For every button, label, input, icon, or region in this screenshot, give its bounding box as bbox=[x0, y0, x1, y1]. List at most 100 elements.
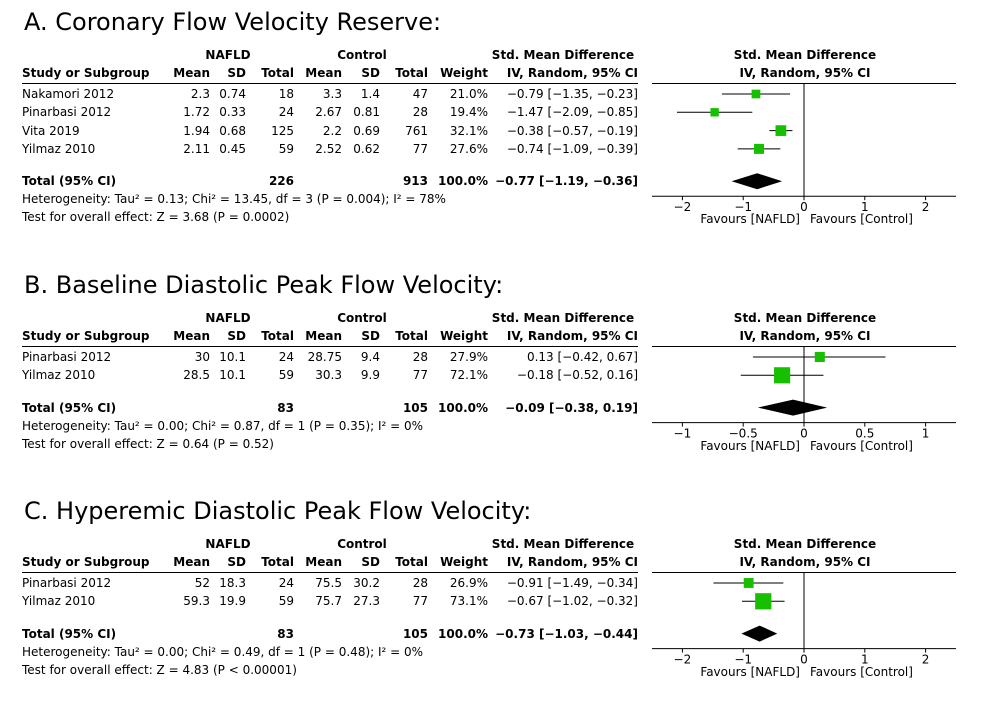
study-ci: −0.38 [−0.57, −0.19] bbox=[506, 123, 638, 138]
total-nafld: 226 bbox=[268, 174, 294, 189]
nafld-mean: 1.94 bbox=[183, 123, 210, 138]
col-ci: IV, Random, 95% CI bbox=[506, 329, 638, 343]
col-weight: Weight bbox=[440, 555, 488, 569]
study-name: Yilmaz 2010 bbox=[22, 594, 96, 609]
effect-marker bbox=[774, 367, 791, 384]
x-tick-label: −0.5 bbox=[729, 427, 758, 441]
col-total-control: Total bbox=[395, 329, 428, 343]
total-control: 105 bbox=[402, 626, 428, 641]
nafld-sd: 10.1 bbox=[219, 368, 246, 383]
forest-plot-area: −2 −1 0 1 2 bbox=[652, 572, 956, 667]
study-weight: 73.1% bbox=[449, 594, 488, 609]
control-sd: 0.62 bbox=[353, 141, 380, 156]
nafld-mean: 1.72 bbox=[183, 105, 210, 120]
study-ci: −0.18 [−0.52, 0.16] bbox=[516, 368, 638, 383]
study-name: Yilmaz 2010 bbox=[22, 141, 96, 156]
control-total: 47 bbox=[412, 87, 428, 101]
group-header-control: Control bbox=[337, 311, 387, 325]
study-name: Pinarbasi 2012 bbox=[22, 105, 112, 120]
total-control: 105 bbox=[402, 400, 428, 415]
col-total-nafld: Total bbox=[261, 66, 294, 80]
control-mean: 75.5 bbox=[315, 576, 342, 590]
study-name: Pinarbasi 2012 bbox=[22, 350, 112, 364]
col-weight: Weight bbox=[440, 66, 488, 80]
plot-iv-header: IV, Random, 95% CI bbox=[739, 329, 871, 343]
x-tick-label: 1 bbox=[922, 427, 930, 441]
study-weight: 72.1% bbox=[449, 368, 488, 383]
study-weight: 19.4% bbox=[449, 105, 488, 120]
favours-left-label: Favours [NAFLD] bbox=[700, 438, 800, 453]
x-tick-label: 2 bbox=[922, 200, 930, 214]
nafld-total: 59 bbox=[278, 594, 294, 609]
col-mean-nafld: Mean bbox=[173, 555, 210, 569]
col-ci: IV, Random, 95% CI bbox=[506, 66, 638, 80]
nafld-total: 59 bbox=[278, 368, 294, 383]
control-sd: 30.2 bbox=[353, 576, 380, 590]
col-total-nafld: Total bbox=[261, 329, 294, 343]
control-mean: 2.67 bbox=[315, 105, 342, 120]
study-weight: 21.0% bbox=[449, 87, 488, 101]
study-ci: −0.67 [−1.02, −0.32] bbox=[506, 594, 638, 609]
x-tick-label: 0 bbox=[800, 427, 808, 441]
pooled-diamond bbox=[757, 399, 828, 416]
plot-iv-header: IV, Random, 95% CI bbox=[739, 555, 871, 569]
col-study: Study or Subgroup bbox=[22, 555, 150, 569]
smd-header: Std. Mean Difference bbox=[491, 311, 635, 325]
col-mean-control: Mean bbox=[305, 329, 342, 343]
col-mean-nafld: Mean bbox=[173, 329, 210, 343]
control-mean: 75.7 bbox=[315, 594, 342, 609]
total-label: Total (95% CI) bbox=[22, 174, 117, 189]
nafld-sd: 19.9 bbox=[219, 594, 246, 609]
plot-iv-header: IV, Random, 95% CI bbox=[739, 66, 871, 80]
control-mean: 30.3 bbox=[315, 368, 342, 383]
control-sd: 9.4 bbox=[360, 350, 380, 364]
x-tick-label: 0.5 bbox=[855, 427, 874, 441]
group-header-nafld: NAFLD bbox=[205, 537, 251, 551]
group-header-nafld: NAFLD bbox=[205, 48, 251, 62]
effect-marker bbox=[754, 143, 764, 154]
study-name: Pinarbasi 2012 bbox=[22, 576, 112, 590]
study-ci: −0.91 [−1.49, −0.34] bbox=[506, 576, 638, 590]
control-total: 77 bbox=[412, 368, 428, 383]
favours-right-label: Favours [Control] bbox=[810, 664, 913, 679]
x-tick-label: −1 bbox=[734, 653, 752, 667]
overall-effect-text: Test for overall effect: Z = 4.83 (P < 0… bbox=[22, 662, 297, 677]
study-ci: −0.74 [−1.09, −0.39] bbox=[506, 141, 638, 156]
col-ci: IV, Random, 95% CI bbox=[506, 555, 638, 569]
col-total-nafld: Total bbox=[261, 555, 294, 569]
control-sd: 0.81 bbox=[353, 105, 380, 120]
x-tick-label: −2 bbox=[674, 653, 692, 667]
favours-left-label: Favours [NAFLD] bbox=[700, 664, 800, 679]
col-sd-control: SD bbox=[361, 66, 380, 80]
total-ci: −0.73 [−1.03, −0.44] bbox=[495, 626, 638, 641]
control-sd: 9.9 bbox=[360, 368, 380, 383]
nafld-mean: 59.3 bbox=[183, 594, 210, 609]
nafld-total: 24 bbox=[278, 350, 294, 364]
col-sd-control: SD bbox=[361, 329, 380, 343]
heterogeneity-text: Heterogeneity: Tau² = 0.00; Chi² = 0.49,… bbox=[22, 644, 424, 659]
study-ci: −0.79 [−1.35, −0.23] bbox=[506, 87, 638, 101]
total-weight: 100.0% bbox=[438, 174, 488, 189]
col-study: Study or Subgroup bbox=[22, 329, 150, 343]
col-total-control: Total bbox=[395, 555, 428, 569]
nafld-mean: 28.5 bbox=[183, 368, 210, 383]
nafld-total: 18 bbox=[278, 87, 294, 101]
nafld-total: 59 bbox=[278, 141, 294, 156]
col-study: Study or Subgroup bbox=[22, 66, 150, 80]
effect-marker bbox=[710, 108, 719, 117]
control-total: 77 bbox=[412, 141, 428, 156]
x-tick-label: 1 bbox=[861, 200, 869, 214]
favours-right-label: Favours [Control] bbox=[810, 212, 913, 227]
smd-header: Std. Mean Difference bbox=[491, 48, 635, 62]
effect-marker bbox=[814, 351, 825, 363]
plot-smd-header: Std. Mean Difference bbox=[733, 48, 877, 62]
study-weight: 27.6% bbox=[449, 141, 488, 156]
control-mean: 3.3 bbox=[322, 87, 342, 101]
nafld-sd: 18.3 bbox=[219, 576, 246, 590]
group-header-control: Control bbox=[337, 537, 387, 551]
control-mean: 2.52 bbox=[315, 141, 342, 156]
x-tick-label: 1 bbox=[861, 653, 869, 667]
nafld-sd: 0.74 bbox=[219, 87, 246, 101]
control-sd: 0.69 bbox=[353, 123, 380, 138]
x-tick-label: −2 bbox=[674, 200, 692, 214]
